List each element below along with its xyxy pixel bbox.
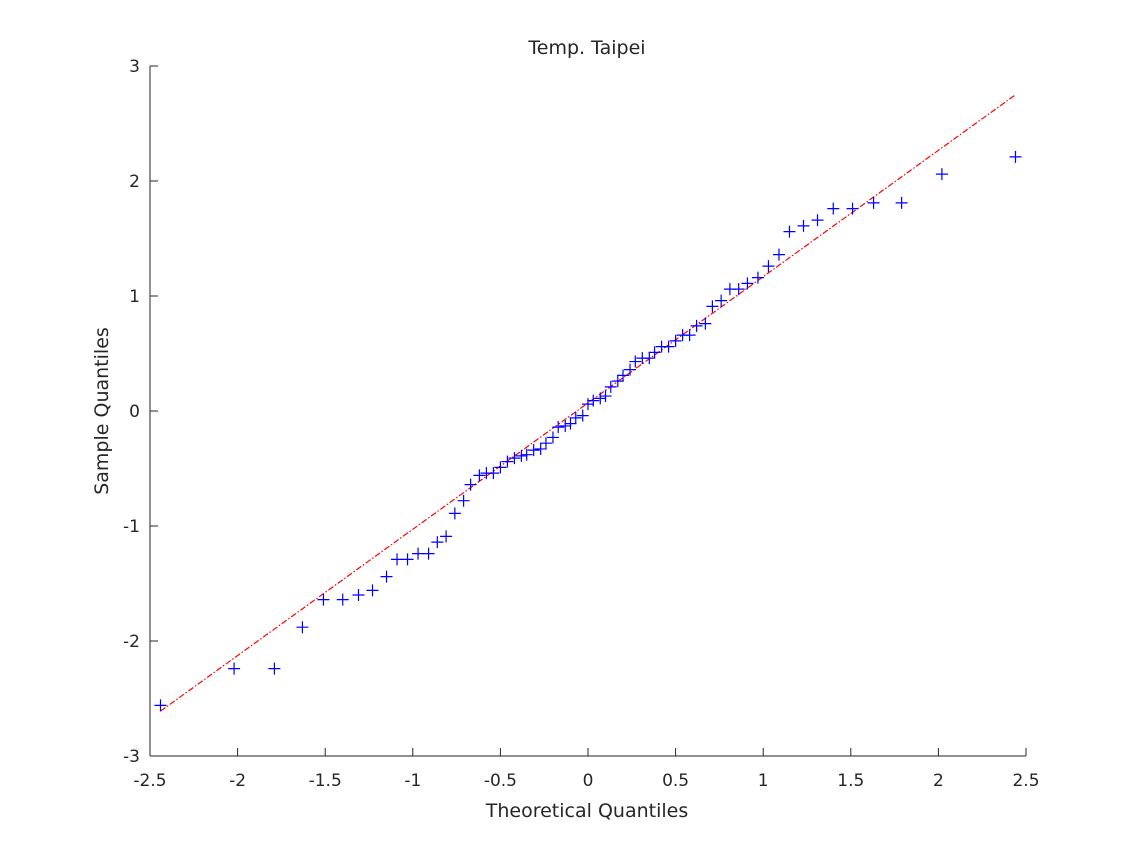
x-tick-label: 2 xyxy=(933,771,944,791)
data-point xyxy=(366,584,379,597)
data-point xyxy=(797,219,810,232)
data-point xyxy=(501,455,514,468)
data-point xyxy=(412,547,425,560)
data-point xyxy=(867,196,880,209)
data-point xyxy=(772,248,785,261)
data-point xyxy=(154,699,167,712)
data-points xyxy=(154,150,1022,712)
data-point xyxy=(508,452,521,465)
data-point xyxy=(464,478,477,491)
x-tick-label: -1 xyxy=(404,771,421,791)
data-point xyxy=(594,392,607,405)
y-tick-label: 3 xyxy=(129,57,140,77)
data-point xyxy=(534,442,547,455)
data-point xyxy=(827,202,840,215)
data-point xyxy=(527,444,540,457)
data-point xyxy=(546,431,559,444)
data-point xyxy=(448,507,461,520)
y-tick-label: 0 xyxy=(129,402,140,422)
data-point xyxy=(564,417,577,430)
x-tick-label: -0.5 xyxy=(484,771,517,791)
data-point xyxy=(440,530,453,543)
data-point xyxy=(751,271,764,284)
data-point xyxy=(576,409,589,422)
y-tick-label: 1 xyxy=(129,287,140,307)
data-point xyxy=(391,553,404,566)
data-point xyxy=(431,536,444,549)
data-point xyxy=(494,461,507,474)
y-ticks: -3 -2 -1 0 1 2 3 xyxy=(123,57,158,767)
data-point xyxy=(422,547,435,560)
data-point xyxy=(741,277,754,290)
data-point xyxy=(380,570,393,583)
data-point xyxy=(336,593,349,606)
x-tick-label: -2 xyxy=(229,771,246,791)
data-point xyxy=(699,317,712,330)
data-point xyxy=(352,589,365,601)
x-tick-label: 1 xyxy=(758,771,769,791)
data-point xyxy=(662,340,675,353)
y-tick-label: -3 xyxy=(123,747,140,767)
data-point xyxy=(599,390,612,403)
x-tick-label: -1.5 xyxy=(309,771,342,791)
data-point xyxy=(559,419,572,432)
data-point xyxy=(552,421,565,434)
x-tick-label: 0.5 xyxy=(662,771,689,791)
data-point xyxy=(1009,150,1022,163)
data-point xyxy=(487,467,500,480)
data-point xyxy=(401,553,414,566)
data-point xyxy=(648,346,661,359)
data-point xyxy=(473,469,486,482)
data-point xyxy=(569,411,582,424)
data-point xyxy=(935,168,948,181)
data-point xyxy=(457,494,470,507)
data-point xyxy=(317,593,330,606)
data-point xyxy=(732,283,745,296)
data-point xyxy=(539,437,552,450)
data-point xyxy=(520,448,533,461)
data-point xyxy=(895,196,908,209)
y-axis-label: Sample Quantiles xyxy=(91,327,113,495)
x-tick-label: -2.5 xyxy=(133,771,166,791)
x-ticks: -2.5 -2 -1.5 -1 -0.5 0 0.5 1 1.5 2 2.5 xyxy=(133,748,1040,791)
x-tick-label: 1.5 xyxy=(837,771,864,791)
data-point xyxy=(515,449,528,462)
data-point xyxy=(762,260,775,273)
data-point xyxy=(604,380,617,393)
data-point xyxy=(783,225,796,238)
y-tick-label: -1 xyxy=(123,517,140,537)
data-point xyxy=(715,294,728,307)
data-point xyxy=(690,319,703,332)
data-point xyxy=(846,202,859,215)
y-tick-label: 2 xyxy=(129,172,140,192)
data-point xyxy=(811,214,824,227)
data-point xyxy=(624,363,637,376)
data-point xyxy=(643,352,656,365)
y-tick-label: -2 xyxy=(123,632,140,652)
data-point xyxy=(228,662,241,675)
chart-title: Temp. Taipei xyxy=(527,37,645,59)
data-point xyxy=(611,375,624,388)
data-point xyxy=(629,355,642,368)
data-point xyxy=(706,300,719,313)
x-axis-label: Theoretical Quantiles xyxy=(485,800,688,822)
x-tick-label: 0 xyxy=(583,771,594,791)
data-point xyxy=(669,334,682,347)
data-point xyxy=(587,394,600,407)
data-point xyxy=(268,662,281,675)
data-point xyxy=(296,621,309,634)
data-point xyxy=(617,369,630,382)
data-point xyxy=(683,329,696,342)
x-tick-label: 2.5 xyxy=(1012,771,1039,791)
